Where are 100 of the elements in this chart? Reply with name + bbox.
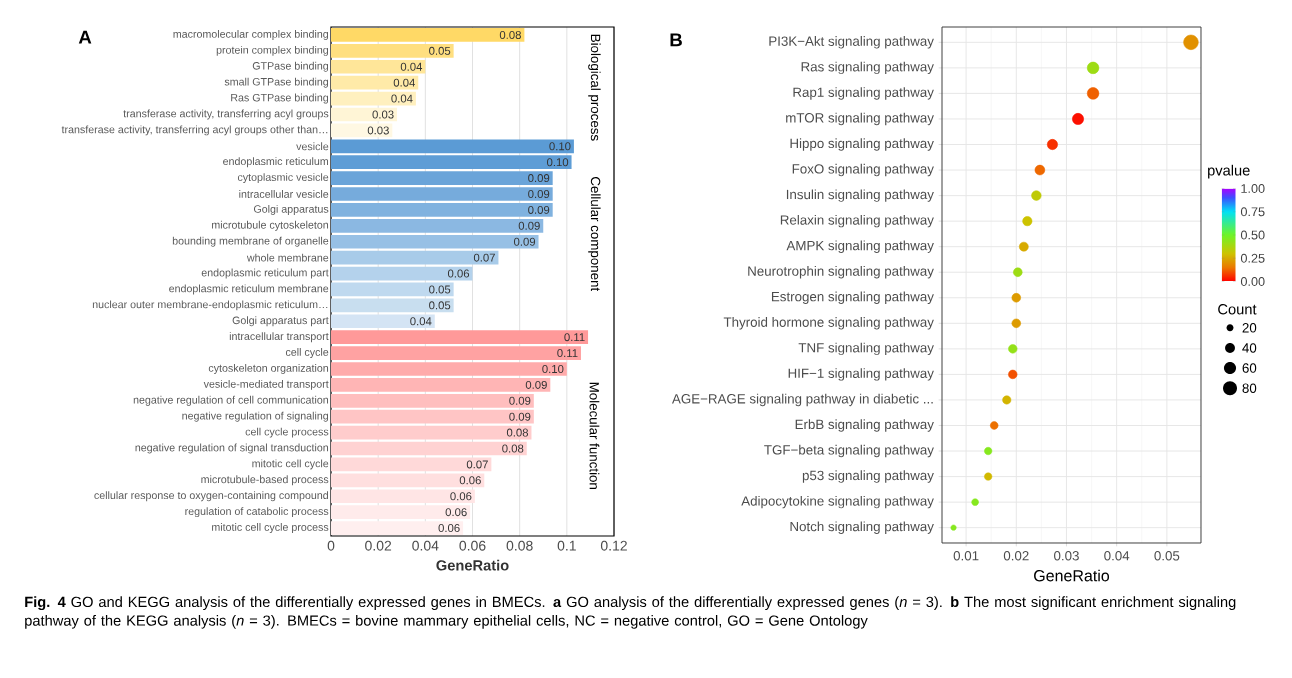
data-label: 0.07 [466, 460, 488, 469]
text: A [78, 30, 92, 44]
data-label: 0.09 [525, 380, 547, 389]
y-tick-label: bounding membrane of organelle [172, 236, 329, 247]
data-label: 0.11 [557, 349, 578, 358]
annotation: Molecular function [589, 382, 600, 489]
data-label: 0.09 [509, 396, 531, 405]
y-tick-label: Ras signaling pathway [801, 61, 934, 75]
y-tick-label: Golgi apparatus [253, 204, 329, 215]
x-tick-label: 0.03 [1054, 551, 1079, 561]
data-label: 0.11 [564, 333, 585, 342]
data-label: 0.05 [429, 46, 451, 55]
color-bar-label: 0.50 [1240, 230, 1265, 240]
data-label: 0.10 [549, 142, 571, 151]
data-label: 0.06 [447, 269, 470, 278]
data-label: 0.09 [513, 237, 536, 246]
bar [331, 91, 416, 106]
data-label: 0.09 [509, 412, 531, 421]
annotation: Cellular component [588, 177, 601, 292]
y-tick-label: mitotic cell cycle [252, 459, 329, 470]
bar [331, 393, 534, 408]
y-tick-label: mTOR signaling pathway [786, 112, 934, 126]
bar [331, 346, 581, 360]
x-tick-label: 0.05 [1154, 551, 1180, 561]
x-axis-title: GeneRatio [436, 559, 509, 571]
color-bar-label: 0.75 [1240, 207, 1265, 217]
data-label: 0.04 [391, 94, 413, 103]
bar [331, 425, 532, 440]
y-tick-label: endoplasmic reticulum [223, 157, 328, 168]
y-tick-label: Ras GTPase binding [231, 93, 329, 104]
data-label: 0.07 [473, 253, 495, 262]
y-tick-label: nuclear outer membrane-endoplasmic reticulum… [92, 300, 328, 311]
bar [331, 441, 527, 456]
y-tick-label: Hippo signaling pathway [790, 138, 934, 151]
bar [331, 362, 567, 376]
data-label: 0.08 [502, 444, 524, 453]
bar [331, 521, 464, 535]
x-tick-label: 0.12 [600, 540, 627, 551]
data-label: 0.03 [367, 126, 389, 135]
x-tick-label: 0.06 [459, 540, 486, 551]
y-tick-label: endoplasmic reticulum part [201, 268, 329, 279]
y-tick-label: TGF−beta signaling pathway [764, 444, 934, 458]
data-label: 0.09 [528, 190, 550, 199]
data-label: 0.06 [445, 508, 467, 517]
data-label: 0.09 [528, 174, 550, 183]
y-tick-label: microtubule cytoskeleton [212, 220, 329, 231]
y-tick-label: microtubule-based process [201, 475, 329, 486]
y-tick-label: AGE−RAGE signaling pathway in diabetic ... [671, 393, 933, 407]
y-tick-label: transferase activity, transferring acyl groups [123, 109, 329, 120]
y-tick-label: macromolecular complex binding [173, 29, 329, 40]
x-tick-label: 0.02 [1003, 551, 1029, 561]
y-tick-label: Thyroid hormone signaling pathway [723, 317, 934, 330]
annotation: Biological process [588, 34, 601, 141]
bar [331, 155, 572, 170]
y-tick-label: Neurotrophin signaling pathway [748, 266, 934, 279]
bar [331, 28, 525, 42]
y-tick-label: Adipocytokine signaling pathway [741, 495, 934, 509]
bar [331, 330, 589, 345]
y-tick-label: protein complex binding [216, 45, 329, 56]
y-tick-label: HIF−1 signaling pathway [788, 368, 934, 381]
y-tick-label: cytoskeleton organization [208, 364, 329, 374]
legend-label: 40 [1242, 343, 1257, 353]
bar [331, 378, 551, 392]
bar [331, 203, 553, 217]
data-label: 0.08 [506, 428, 529, 437]
y-tick-label: AMPK signaling pathway [786, 240, 934, 253]
bar [331, 75, 419, 90]
y-tick-label: vesicle [296, 142, 329, 151]
legend-title: Count [1218, 304, 1257, 315]
y-tick-label: Rap1 signaling pathway [793, 87, 934, 100]
data-label: 0.09 [518, 221, 540, 230]
data-label: 0.06 [438, 524, 460, 533]
data-label: 0.05 [429, 285, 451, 294]
legend-label: 60 [1242, 363, 1257, 373]
x-tick-label: 0 [327, 540, 335, 551]
color-bar-label: 1.00 [1241, 184, 1265, 193]
x-tick-label: 0.02 [365, 540, 392, 551]
legend-label: 20 [1242, 323, 1257, 333]
data-label: 0.04 [393, 78, 416, 87]
y-tick-label: Insulin signaling pathway [786, 189, 934, 202]
text: B [670, 33, 682, 47]
y-tick-label: Golgi apparatus part [232, 316, 329, 327]
bar [331, 250, 499, 265]
y-tick-label: TNF signaling pathway [798, 342, 934, 356]
y-tick-label: intracellular vesicle [239, 190, 329, 198]
y-tick-label: negative regulation of cell communication [133, 395, 329, 406]
y-tick-label: Relaxin signaling pathway [780, 214, 934, 228]
x-tick-label: 0.1 [557, 540, 576, 551]
data-label: 0.06 [450, 492, 472, 501]
y-tick-label: negative regulation of signal transduction [135, 443, 329, 454]
text: Fig. 4 GO and KEGG analysis of the differentially expressed genes in BMECs. a GO analysis of the differentially expressed genes (n = 3). b The most significant enrichment signaling pathway of the KEGG analysis (n = 3). BMECs = bovine mammary epithelial cells, NC = negative control, GO = Gene Ontology [25, 596, 1236, 629]
y-tick-label: ErbB signaling pathway [795, 419, 934, 432]
data-label: 0.10 [547, 158, 569, 167]
y-tick-label: GTPase binding [252, 61, 329, 72]
bar [331, 107, 398, 122]
bar [331, 139, 574, 154]
bar [331, 282, 454, 297]
bar [331, 298, 454, 313]
y-tick-label: regulation of catabolic process [185, 507, 329, 518]
bar [331, 409, 534, 424]
